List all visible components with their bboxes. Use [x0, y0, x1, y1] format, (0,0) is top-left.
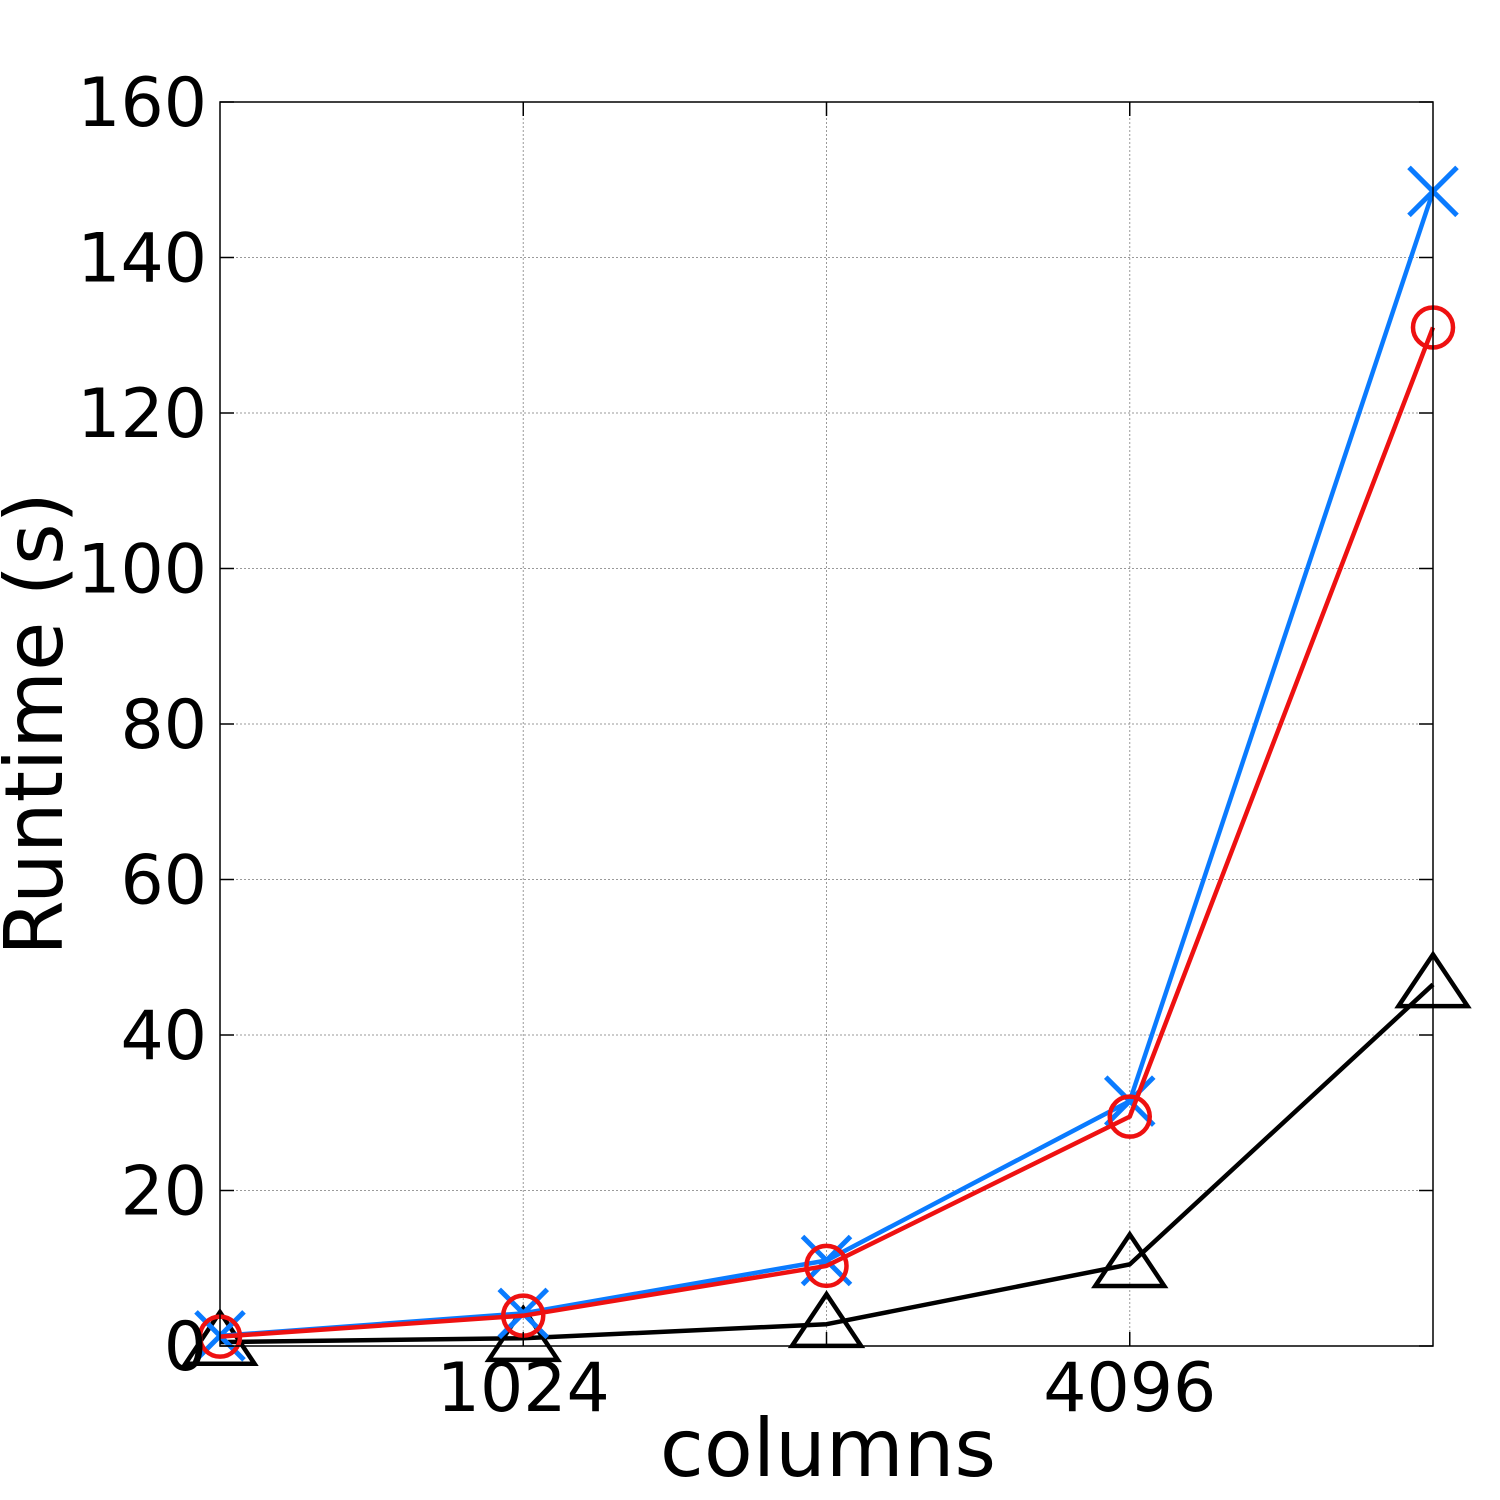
y-axis-label: Runtime (s) — [0, 492, 81, 956]
y-tick-label: 140 — [77, 220, 207, 299]
grid — [220, 102, 1433, 1346]
y-tick-label: 0 — [164, 1308, 207, 1387]
y-tick-label: 80 — [120, 686, 207, 765]
x-tick-label: 1024 — [437, 1349, 610, 1428]
tick-labels: 0 20 40 60 80 100 120 140 160 1024 4096 — [77, 64, 1216, 1428]
x-marker-stroke — [1103, 1075, 1156, 1127]
y-tick-label: 100 — [77, 531, 207, 610]
circle-marker — [804, 1243, 849, 1289]
x-marker — [1103, 1075, 1156, 1127]
triangle-marker — [1091, 1230, 1169, 1289]
y-tick-label: 120 — [77, 375, 207, 454]
series-layer — [181, 165, 1472, 1366]
y-tick-label: 160 — [77, 64, 207, 143]
circle-marker — [1107, 1094, 1152, 1139]
triangle-marker — [181, 1308, 259, 1366]
y-tick-label: 60 — [120, 842, 207, 921]
y-tick-label: 20 — [120, 1153, 207, 1232]
x-axis-label: columns — [660, 1402, 996, 1495]
ticks — [220, 101, 1433, 1347]
series-line-triangle — [219, 982, 1435, 1345]
x-tick-label: 4096 — [1043, 1349, 1216, 1428]
series-line-circle — [219, 326, 1436, 1339]
y-tick-label: 40 — [120, 997, 207, 1076]
